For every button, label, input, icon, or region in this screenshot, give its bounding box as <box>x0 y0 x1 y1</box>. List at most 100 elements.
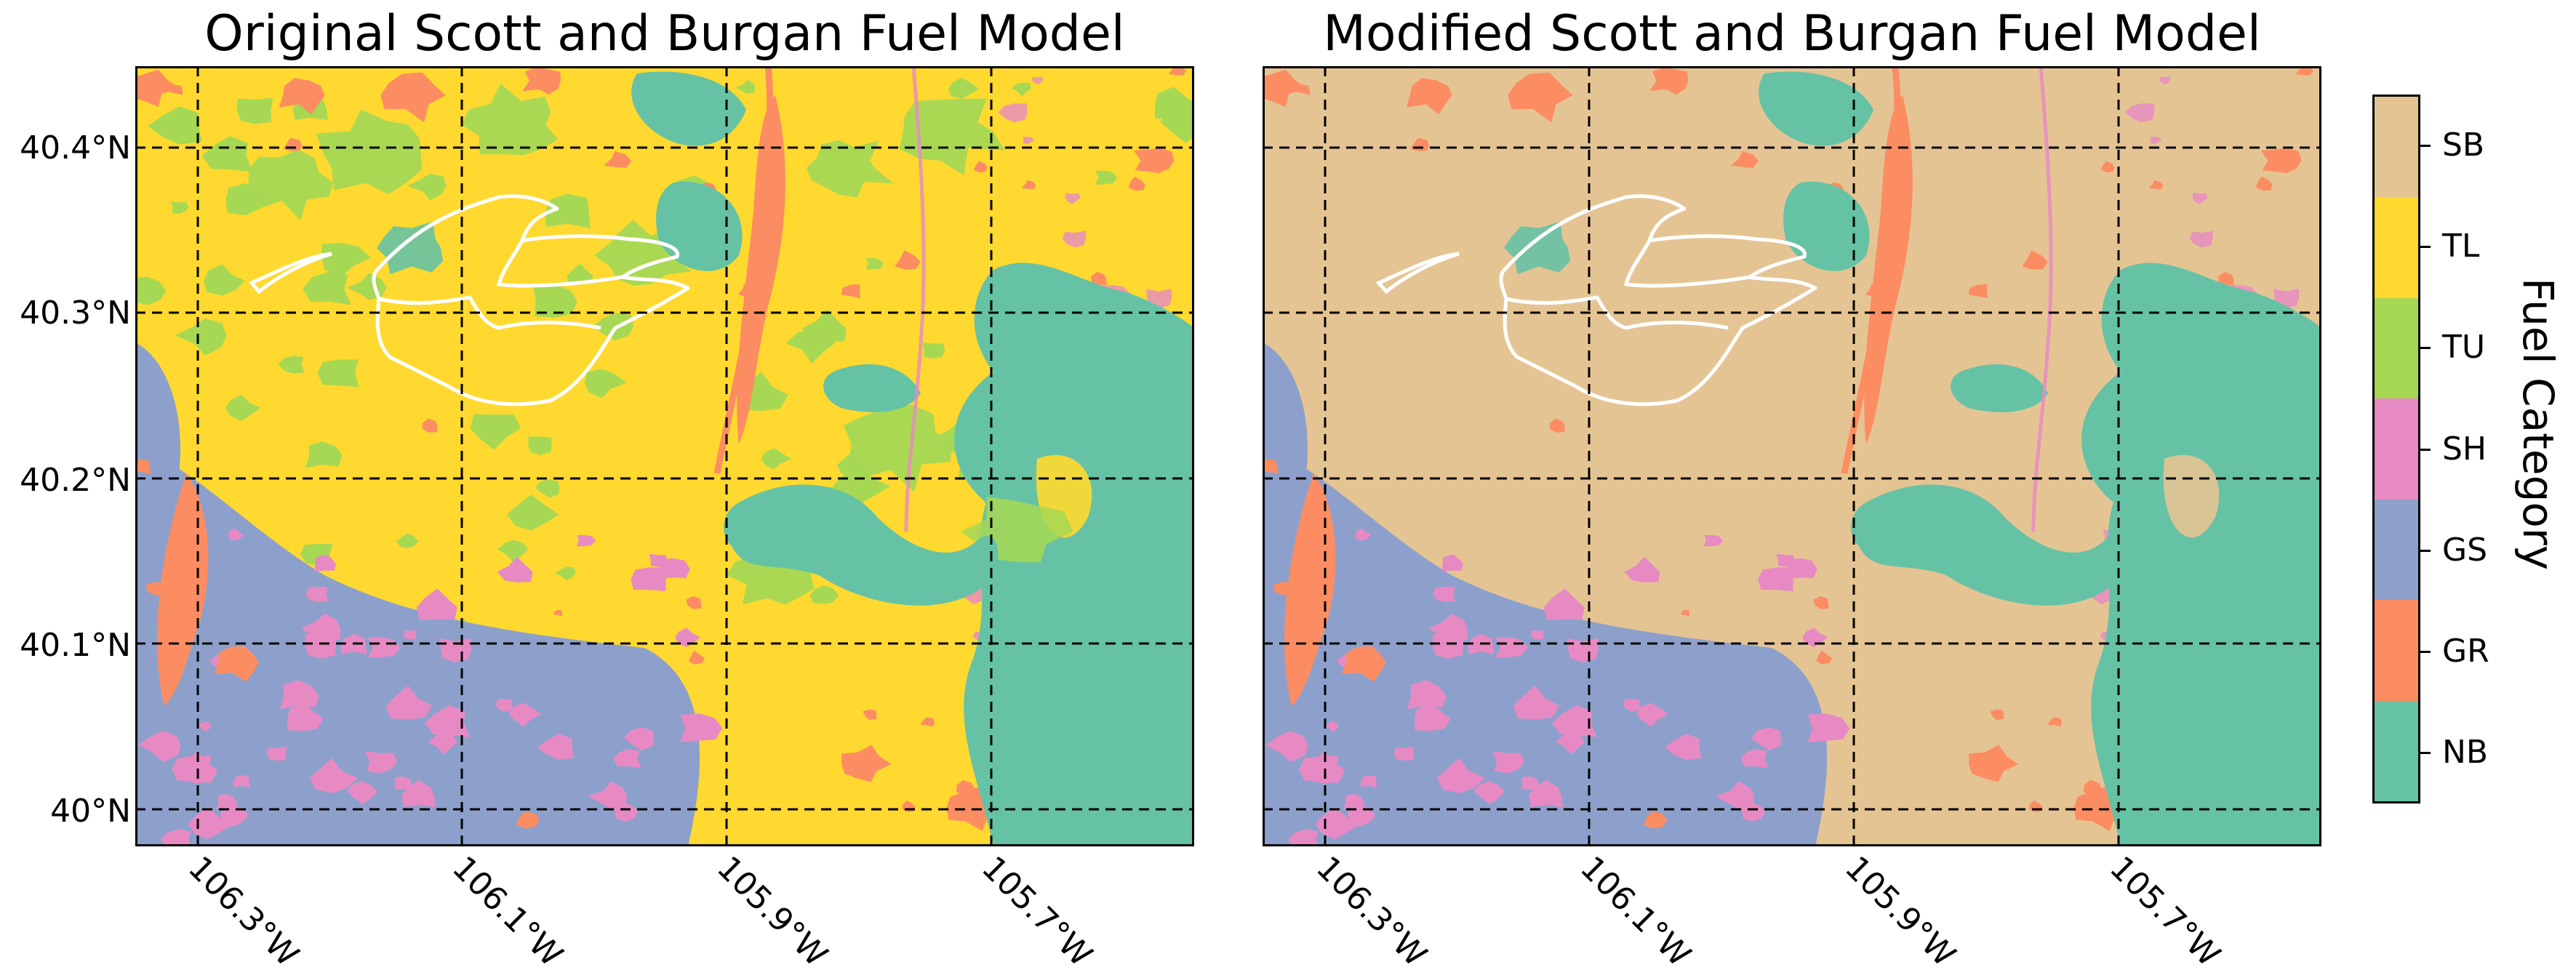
right-understory-speckle <box>1625 540 1656 563</box>
left-shrub-speckle <box>428 732 458 755</box>
lon-label-left-106-3: 106.3°W <box>180 849 306 974</box>
right-understory-speckle <box>1449 243 1498 277</box>
left-fire-perimeter <box>372 194 690 406</box>
left-grass-speckle <box>841 284 860 299</box>
left-shrub-speckle <box>588 781 628 809</box>
right-understory-speckle <box>1672 193 1718 228</box>
right-fire-perimeter-inner <box>1505 295 1729 330</box>
left-grass-speckle <box>1091 271 1107 286</box>
left-understory-speckle <box>148 106 202 145</box>
right-shrub-speckle <box>1531 630 1544 640</box>
left-non-burnable-area <box>823 364 921 412</box>
left-shrub-speckle <box>266 746 287 761</box>
left-grass-speckle <box>973 161 988 173</box>
right-shrub-speckle <box>1343 793 1364 809</box>
colorbar-label-tl: TL <box>2442 227 2480 265</box>
right-grass-speckle <box>1813 596 1829 609</box>
left-grass-speckle <box>920 717 935 727</box>
left-drainage-line <box>904 66 926 532</box>
right-grass-area <box>1406 78 1452 115</box>
left-map-title: Original Scott and Burgan Fuel Model <box>204 5 1125 63</box>
right-understory-speckle <box>1444 359 1487 388</box>
right-non-burnable-area <box>2182 382 2273 451</box>
left-grass-area <box>522 67 561 95</box>
left-shrub-speckle <box>404 630 417 640</box>
right-grass-area <box>1969 745 2019 782</box>
left-shrub-speckle <box>998 103 1028 123</box>
right-grass-shrub-region <box>1263 342 1308 488</box>
left-understory-speckle <box>225 395 261 422</box>
right-shrub-speckle <box>1299 755 1340 783</box>
right-grass-speckle <box>1549 418 1565 433</box>
right-grass-area <box>1284 473 1336 706</box>
right-grass-speckle <box>2256 176 2273 191</box>
left-shrub-speckle <box>305 634 337 659</box>
left-grass-speckle <box>688 650 705 665</box>
right-map-title: Modified Scott and Burgan Fuel Model <box>1323 5 2261 63</box>
right-drainage-line <box>1841 66 1901 474</box>
lon-label-right-105-7: 105.7°W <box>2102 849 2228 974</box>
right-shrub-speckle <box>1551 705 1597 737</box>
right-shrub-speckle <box>1432 634 1464 659</box>
right-shrub-speckle <box>1513 685 1560 720</box>
left-shrub-speckle <box>614 803 639 822</box>
right-shrub-speckle <box>1556 732 1585 755</box>
left-grass-area <box>279 78 325 115</box>
right-non-burnable-area <box>2148 670 2238 739</box>
right-understory-speckle <box>1597 414 1649 450</box>
right-understory-speckle <box>1663 479 1687 498</box>
right-grass-speckle <box>2084 779 2103 797</box>
left-understory-speckle <box>175 318 227 356</box>
right-shrub-speckle <box>1624 556 1660 582</box>
left-understory-speckle <box>278 356 305 374</box>
right-understory-patch <box>2026 98 2132 175</box>
left-shrub-speckle <box>1065 193 1081 204</box>
left-shrub-speckle <box>1031 76 1043 85</box>
left-shrub-speckle <box>309 758 358 793</box>
right-shrub-speckle <box>1415 702 1451 732</box>
left-grass-speckle <box>895 250 921 270</box>
left-understory-speckle <box>761 448 792 470</box>
left-grass-area <box>380 72 446 123</box>
right-understory-speckle <box>1863 79 1883 95</box>
left-understory-patch <box>461 84 558 156</box>
left-understory-speckle <box>201 136 253 172</box>
left-grass-speckle <box>1129 176 1145 191</box>
right-shrub-speckle <box>1715 781 1755 809</box>
left-understory-speckle <box>567 263 593 284</box>
lon-label-right-106-3: 106.3°W <box>1308 849 1434 974</box>
left-understory-speckle <box>321 243 371 277</box>
left-shrub-speckle <box>196 721 211 732</box>
colorbar-swatch-nb <box>2375 700 2418 801</box>
right-shrub-speckle <box>1623 699 1640 713</box>
left-map-frame <box>135 66 1194 846</box>
left-grass-speckle <box>863 709 877 720</box>
right-understory-speckle <box>1711 369 1754 398</box>
left-shrub-speckle <box>347 781 378 805</box>
right-shrub-speckle <box>1407 680 1447 710</box>
left-shrub-speckle <box>188 806 234 840</box>
left-understory-speckle <box>592 313 634 341</box>
right-grass-speckle <box>1815 650 1833 665</box>
right-understory-speckle <box>2222 170 2245 185</box>
left-grass-area <box>214 646 259 682</box>
right-shrub-speckle <box>1492 750 1525 774</box>
right-shrub-speckle <box>1751 727 1782 751</box>
left-understory-speckle <box>921 342 945 359</box>
left-shrub-speckle <box>1023 137 1035 145</box>
lat-label-40-0: 40°N <box>50 793 131 830</box>
right-shrub-speckle <box>1521 776 1539 790</box>
left-shrub-speckle <box>172 755 212 783</box>
right-shrub-speckle <box>1785 558 1817 580</box>
right-shrub-speckle <box>1436 758 1485 793</box>
right-grass-speckle <box>1643 811 1668 829</box>
right-understory-speckle <box>2049 342 2073 359</box>
right-grass-speckle <box>2218 271 2234 286</box>
left-understory-speckle <box>554 566 576 581</box>
left-understory-speckle <box>170 201 189 215</box>
left-shrub-speckle <box>495 699 513 713</box>
left-understory-speckle <box>470 414 521 450</box>
right-understory-speckle <box>1297 201 1316 215</box>
right-understory-speckle <box>1660 284 1705 318</box>
colorbar-label-tu: TU <box>2442 329 2486 366</box>
